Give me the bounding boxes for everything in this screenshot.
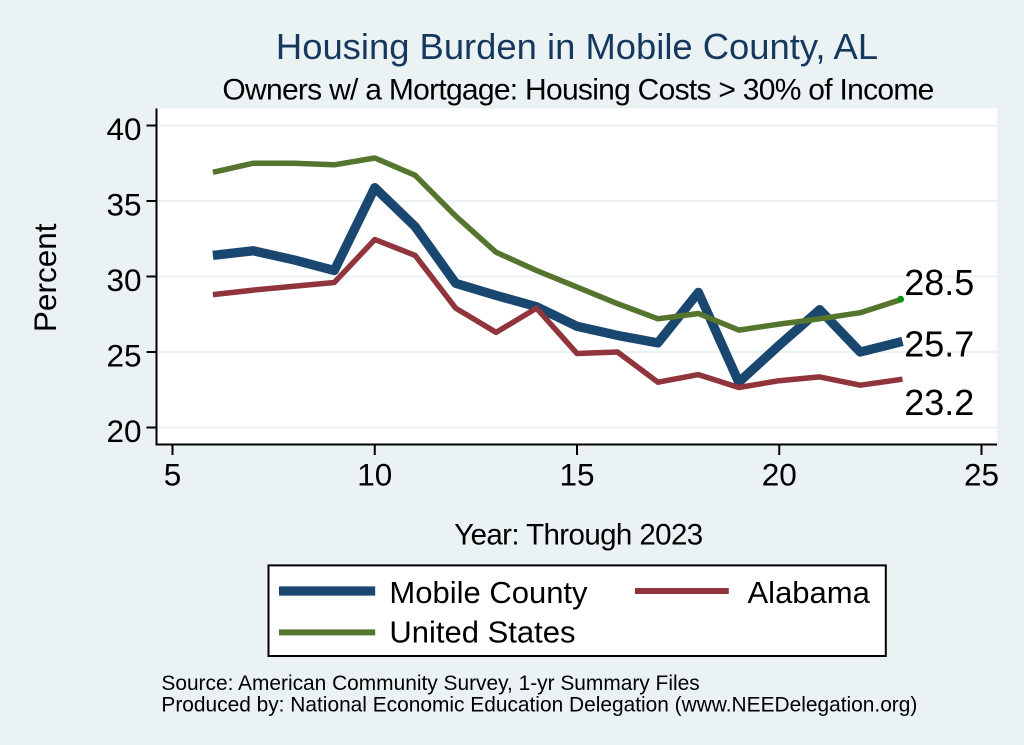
svg-text:Alabama: Alabama (748, 575, 871, 610)
svg-text:Source: American Community Sur: Source: American Community Survey, 1-yr … (161, 672, 699, 695)
svg-text:10: 10 (357, 456, 392, 492)
svg-text:Percent: Percent (27, 223, 63, 332)
svg-text:Mobile County: Mobile County (389, 575, 588, 610)
svg-text:40: 40 (106, 111, 141, 147)
svg-text:Owners w/ a Mortgage: Housing: Owners w/ a Mortgage: Housing Costs > 30… (222, 74, 933, 107)
svg-text:Year: Through 2023: Year: Through 2023 (454, 519, 703, 552)
svg-text:23.2: 23.2 (904, 382, 974, 423)
svg-text:United States: United States (389, 615, 575, 650)
svg-text:30: 30 (106, 262, 141, 298)
svg-text:28.5: 28.5 (904, 262, 974, 303)
svg-text:25.7: 25.7 (904, 324, 974, 365)
svg-text:Produced by: National Economic: Produced by: National Economic Education… (161, 694, 917, 717)
svg-text:25: 25 (106, 337, 141, 373)
svg-text:Housing Burden in Mobile Count: Housing Burden in Mobile County, AL (276, 26, 878, 67)
svg-text:20: 20 (762, 456, 797, 492)
svg-text:35: 35 (106, 186, 141, 222)
svg-text:25: 25 (964, 456, 999, 492)
svg-text:15: 15 (559, 456, 594, 492)
svg-text:5: 5 (164, 456, 182, 492)
svg-text:20: 20 (106, 413, 141, 449)
